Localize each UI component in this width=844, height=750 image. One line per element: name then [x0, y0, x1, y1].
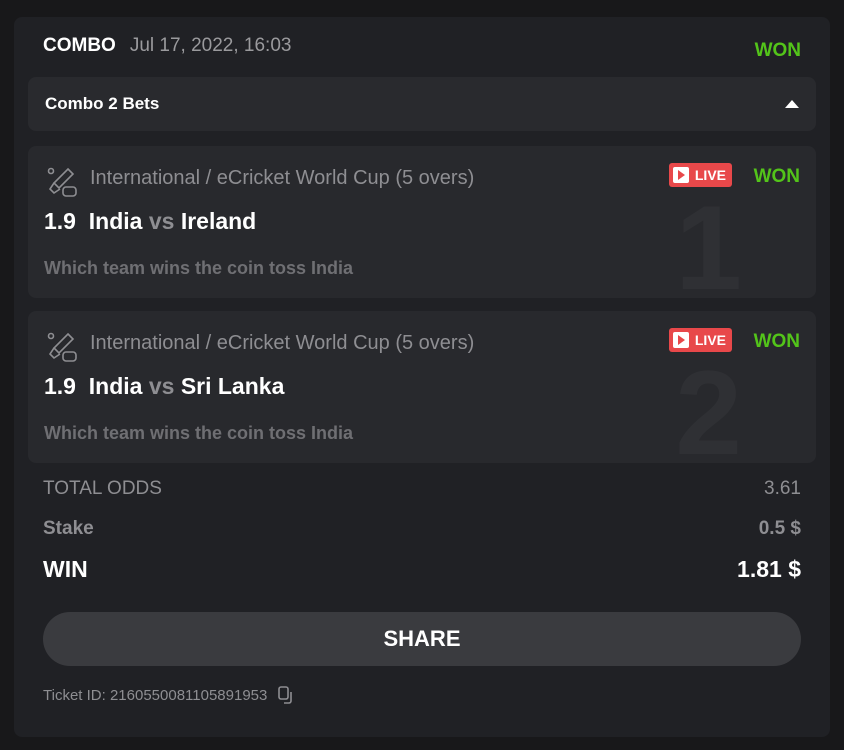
league-name: International / eCricket World Cup (5 ov…: [90, 332, 475, 354]
bet-item: 1 International / eCricket World Cup (5 …: [28, 146, 816, 298]
stake-row: Stake 0.5 $: [43, 518, 801, 540]
team-2: Ireland: [180, 208, 257, 234]
bet-status: WON: [753, 166, 800, 187]
bet-ticket-card: COMBO Jul 17, 2022, 16:03 WON Combo 2 Be…: [14, 17, 830, 737]
combo-accordion-toggle[interactable]: Combo 2 Bets: [28, 77, 816, 131]
win-label: WIN: [43, 556, 88, 582]
live-label: LIVE: [694, 332, 726, 348]
team-1: India: [88, 373, 143, 399]
copy-icon[interactable]: [277, 685, 297, 705]
play-icon: [672, 167, 689, 183]
bet-index: 1: [675, 198, 742, 298]
bet-index: 2: [675, 363, 742, 463]
stake-label: Stake: [43, 518, 94, 539]
accordion-title: Combo 2 Bets: [45, 94, 160, 113]
vs-label: vs: [148, 373, 175, 399]
league-name: International / eCricket World Cup (5 ov…: [90, 167, 475, 189]
ticket-id-value: 2160550081105891953: [109, 686, 268, 704]
win-value: 1.81 $: [737, 556, 801, 582]
bet-odds: 1.9: [44, 373, 76, 399]
ticket-id: Ticket ID: 2160550081105891953: [43, 685, 297, 705]
stake-value: 0.5 $: [758, 518, 801, 539]
total-odds-label: TOTAL ODDS: [43, 478, 162, 499]
team-1: India: [88, 208, 143, 234]
cricket-gamepad-icon: [47, 332, 77, 362]
bet-selection: Which team wins the coin toss India: [44, 258, 354, 278]
bet-type: COMBO: [43, 35, 116, 56]
live-badge: LIVE: [668, 328, 732, 352]
bet-status: WON: [753, 331, 800, 352]
cricket-gamepad-icon: [47, 167, 77, 197]
bet-datetime: Jul 17, 2022, 16:03: [129, 35, 292, 56]
chevron-up-icon: [785, 100, 799, 108]
match-title: 1.9 India vs Ireland: [44, 208, 256, 235]
ticket-status: WON: [754, 40, 801, 61]
share-button[interactable]: SHARE: [43, 612, 801, 666]
live-label: LIVE: [694, 167, 726, 183]
bet-odds: 1.9: [44, 208, 76, 234]
bet-selection: Which team wins the coin toss India: [44, 423, 354, 443]
ticket-header: COMBO Jul 17, 2022, 16:03: [43, 35, 291, 57]
live-badge: LIVE: [668, 163, 732, 187]
ticket-id-text: Ticket ID: 2160550081105891953: [43, 687, 267, 704]
play-icon: [672, 332, 689, 348]
vs-label: vs: [148, 208, 175, 234]
total-odds-value: 3.61: [764, 478, 801, 499]
match-title: 1.9 India vs Sri Lanka: [44, 373, 284, 400]
bet-item: 2 International / eCricket World Cup (5 …: [28, 311, 816, 463]
team-2: Sri Lanka: [180, 373, 285, 399]
win-row: WIN 1.81 $: [43, 556, 801, 583]
total-odds-row: TOTAL ODDS 3.61: [43, 478, 801, 500]
ticket-id-label: Ticket ID:: [43, 686, 106, 704]
